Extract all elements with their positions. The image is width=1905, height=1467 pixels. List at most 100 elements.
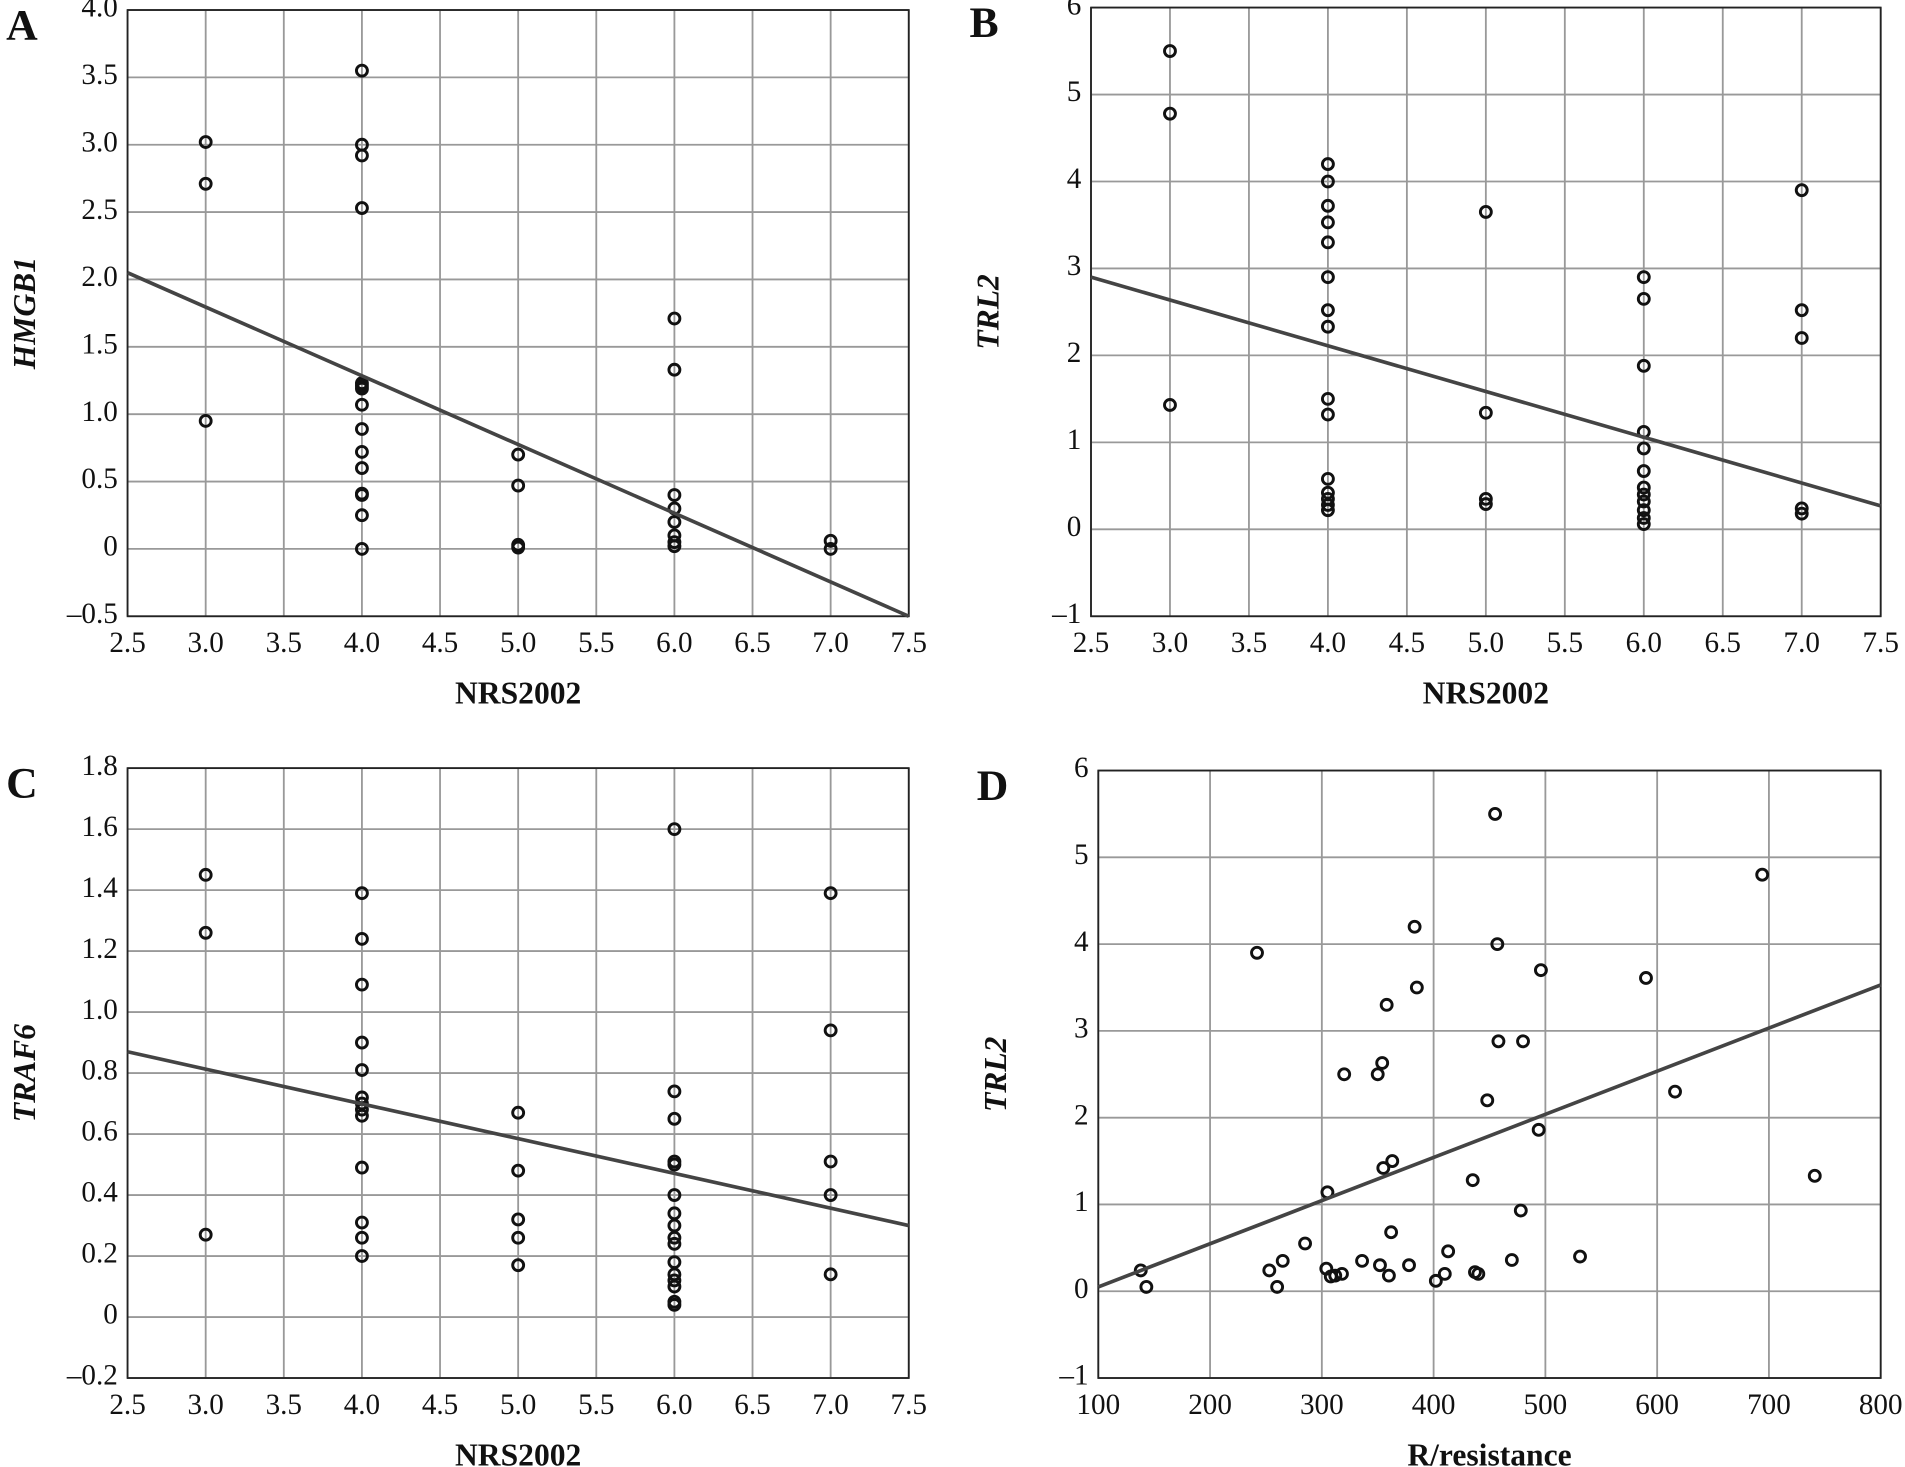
x-tick-label: 400 — [1412, 1389, 1456, 1421]
y-tick-label: 1.8 — [81, 750, 117, 782]
plot-frame — [1097, 769, 1882, 1379]
point — [1794, 183, 1809, 198]
point — [1337, 1067, 1352, 1082]
y-tick-label: –0.5 — [66, 598, 118, 630]
x-tick-label: 7.0 — [1784, 627, 1820, 659]
point — [355, 977, 369, 992]
x-tick-label: 2.5 — [109, 1389, 145, 1421]
point — [1639, 971, 1653, 985]
x-tick-label: 5.5 — [1547, 627, 1583, 659]
x-tick-label: 3.5 — [266, 1389, 302, 1421]
point — [1478, 405, 1493, 420]
point — [1163, 398, 1177, 412]
point — [667, 1188, 682, 1202]
x-tick-label: 5.5 — [578, 1389, 614, 1421]
x-tick-label: 3.5 — [266, 627, 302, 659]
point — [1320, 503, 1335, 518]
x-tick-label: 4.5 — [422, 1389, 458, 1421]
fit-line — [1090, 275, 1882, 508]
x-axis-title: NRS2002 — [455, 676, 581, 711]
point — [1373, 1258, 1387, 1273]
point — [355, 63, 369, 78]
point — [1320, 471, 1335, 486]
point — [511, 478, 526, 493]
point — [1328, 1268, 1343, 1283]
point — [1320, 174, 1335, 189]
y-tick-label: 0 — [1067, 511, 1082, 543]
point — [823, 1267, 838, 1282]
point — [823, 1023, 838, 1038]
point — [1320, 498, 1335, 512]
y-tick-label: 4.0 — [81, 0, 117, 24]
point — [1636, 270, 1651, 285]
plot-frame — [126, 767, 910, 1379]
point — [667, 1279, 682, 1294]
point — [355, 931, 369, 946]
point — [355, 508, 369, 523]
x-tick-label: 6.5 — [1705, 627, 1741, 659]
y-axis-title: TRAF6 — [7, 1024, 42, 1122]
y-axis-title: HMGB1 — [7, 257, 42, 370]
x-axis-title: R/resistance — [1407, 1437, 1571, 1467]
point — [1428, 1273, 1443, 1288]
point — [355, 1215, 369, 1230]
point — [667, 539, 682, 554]
x-tick-label: 6.5 — [734, 627, 770, 659]
point — [511, 1212, 526, 1227]
point — [1437, 1266, 1452, 1281]
point — [1139, 1279, 1154, 1294]
y-tick-label: 6 — [1074, 752, 1089, 784]
point — [355, 422, 369, 436]
point — [1407, 919, 1422, 934]
x-tick-label: 6.0 — [656, 627, 692, 659]
x-tick-label: 600 — [1635, 1389, 1679, 1421]
point — [511, 540, 526, 555]
point — [355, 1063, 369, 1077]
x-tick-label: 4.0 — [1310, 627, 1346, 659]
point — [355, 1249, 369, 1263]
point — [511, 1230, 526, 1245]
y-axis-title: TRL2 — [971, 274, 1006, 350]
y-tick-label: 0.8 — [81, 1055, 117, 1087]
point — [1636, 511, 1651, 525]
point — [355, 201, 369, 215]
x-tick-label: 3.0 — [187, 1389, 223, 1421]
x-tick-label: 5.0 — [500, 627, 536, 659]
x-tick-label: 3.5 — [1231, 627, 1267, 659]
point — [1250, 945, 1264, 960]
point — [667, 1236, 682, 1251]
point — [355, 488, 369, 502]
fit-line — [1097, 983, 1882, 1289]
y-tick-label: 4 — [1074, 926, 1089, 958]
point — [1163, 44, 1177, 58]
point — [1384, 1225, 1399, 1240]
point — [1794, 506, 1809, 521]
y-tick-label: 2 — [1074, 1099, 1089, 1131]
point — [1490, 937, 1505, 952]
point — [355, 444, 369, 459]
point — [1807, 1168, 1822, 1183]
point — [1375, 1056, 1390, 1070]
point — [1335, 1266, 1349, 1281]
y-tick-label: 1.5 — [81, 329, 117, 361]
y-axis-title: TRL2 — [978, 1036, 1013, 1112]
point — [355, 1230, 369, 1245]
point — [1275, 1253, 1290, 1268]
point — [1636, 291, 1651, 306]
point — [1320, 157, 1335, 172]
point — [1504, 1253, 1519, 1267]
plot-frame — [1090, 6, 1882, 618]
y-tick-label: –1 — [1058, 1360, 1088, 1392]
point — [667, 311, 682, 326]
x-tick-label: 2.5 — [109, 627, 145, 659]
point — [1465, 1173, 1480, 1188]
panel-label: A — [6, 1, 38, 49]
point — [1636, 494, 1651, 509]
point — [1402, 1258, 1416, 1273]
point — [1668, 1084, 1682, 1099]
x-tick-label: 6.0 — [656, 1389, 692, 1421]
point — [667, 362, 682, 377]
point — [1381, 1268, 1396, 1283]
y-tick-label: 1.0 — [81, 396, 117, 428]
